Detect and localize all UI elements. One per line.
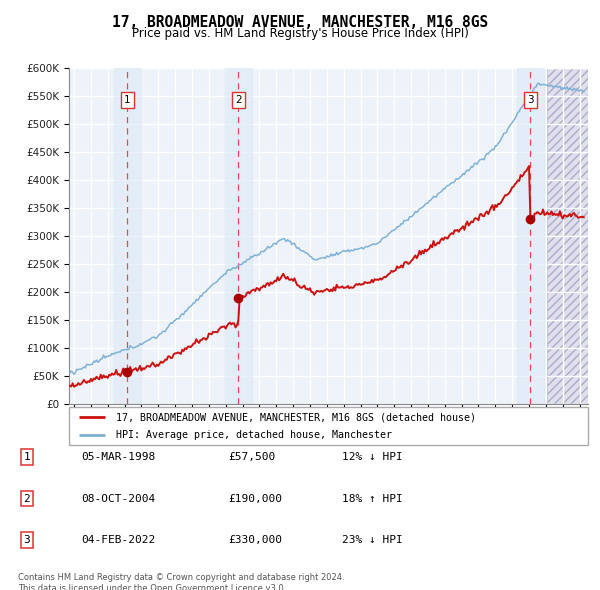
- Text: 17, BROADMEADOW AVENUE, MANCHESTER, M16 8GS (detached house): 17, BROADMEADOW AVENUE, MANCHESTER, M16 …: [116, 412, 476, 422]
- Text: 3: 3: [527, 95, 533, 105]
- Text: 04-FEB-2022: 04-FEB-2022: [81, 535, 155, 545]
- Text: 1: 1: [23, 453, 31, 462]
- Text: 2: 2: [235, 95, 242, 105]
- Text: Price paid vs. HM Land Registry's House Price Index (HPI): Price paid vs. HM Land Registry's House …: [131, 27, 469, 40]
- Bar: [517, 68, 544, 404]
- Text: 3: 3: [23, 535, 31, 545]
- Bar: [114, 68, 141, 404]
- Text: £57,500: £57,500: [228, 453, 275, 462]
- Text: 23% ↓ HPI: 23% ↓ HPI: [342, 535, 403, 545]
- Bar: [225, 68, 252, 404]
- Text: 1: 1: [124, 95, 131, 105]
- Text: 12% ↓ HPI: 12% ↓ HPI: [342, 453, 403, 462]
- Text: Contains HM Land Registry data © Crown copyright and database right 2024.
This d: Contains HM Land Registry data © Crown c…: [18, 573, 344, 590]
- Text: 2: 2: [23, 494, 31, 503]
- Text: 18% ↑ HPI: 18% ↑ HPI: [342, 494, 403, 503]
- Bar: [547, 68, 600, 404]
- Text: £190,000: £190,000: [228, 494, 282, 503]
- Text: 17, BROADMEADOW AVENUE, MANCHESTER, M16 8GS: 17, BROADMEADOW AVENUE, MANCHESTER, M16 …: [112, 15, 488, 30]
- Text: 05-MAR-1998: 05-MAR-1998: [81, 453, 155, 462]
- Text: £330,000: £330,000: [228, 535, 282, 545]
- Text: HPI: Average price, detached house, Manchester: HPI: Average price, detached house, Manc…: [116, 430, 392, 440]
- Text: 08-OCT-2004: 08-OCT-2004: [81, 494, 155, 503]
- Bar: [547, 68, 600, 404]
